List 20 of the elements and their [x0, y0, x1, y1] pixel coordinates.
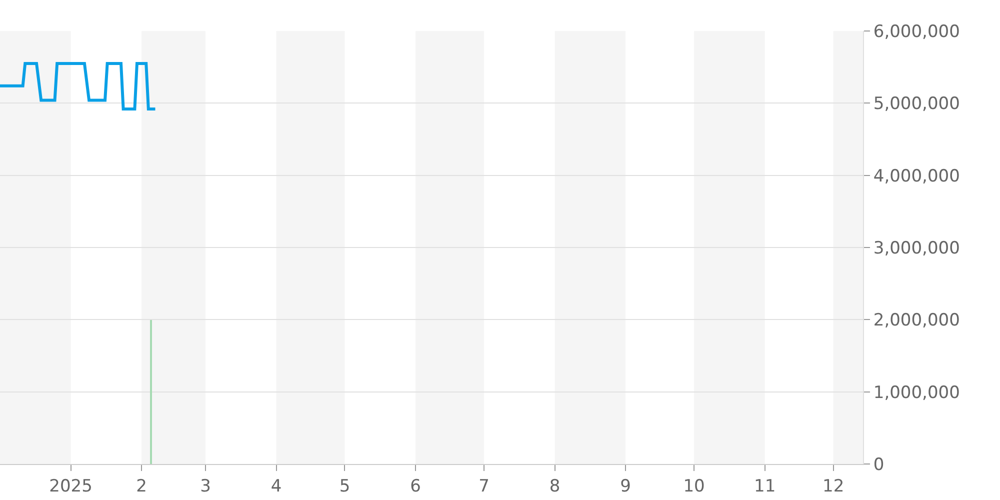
y-tick-label: 2,000,000	[873, 310, 960, 331]
line-series	[0, 62, 157, 110]
x-tick-label: 12	[822, 476, 844, 496]
x-tick-label: 8	[549, 476, 560, 496]
x-tick-label: 6	[410, 476, 421, 496]
y-tick-label: 4,000,000	[873, 166, 960, 186]
x-tick-label: 2	[136, 476, 147, 496]
y-tick-label: 0	[873, 454, 884, 475]
x-tick-label: 11	[754, 476, 776, 496]
x-tick-label: 10	[683, 476, 705, 496]
y-tick-label: 5,000,000	[873, 94, 960, 114]
x-tick-label: 5	[339, 476, 350, 496]
x-tick-label: 2025	[49, 476, 92, 496]
x-tick-label: 4	[270, 476, 282, 496]
y-tick-label: 1,000,000	[873, 382, 960, 403]
x-tick-label: 9	[620, 476, 631, 496]
y-tick-label: 6,000,000	[873, 22, 960, 42]
y-tick-label: 3,000,000	[873, 238, 960, 258]
x-tick-label: 7	[478, 476, 490, 496]
x-tick-label: 3	[200, 476, 211, 496]
